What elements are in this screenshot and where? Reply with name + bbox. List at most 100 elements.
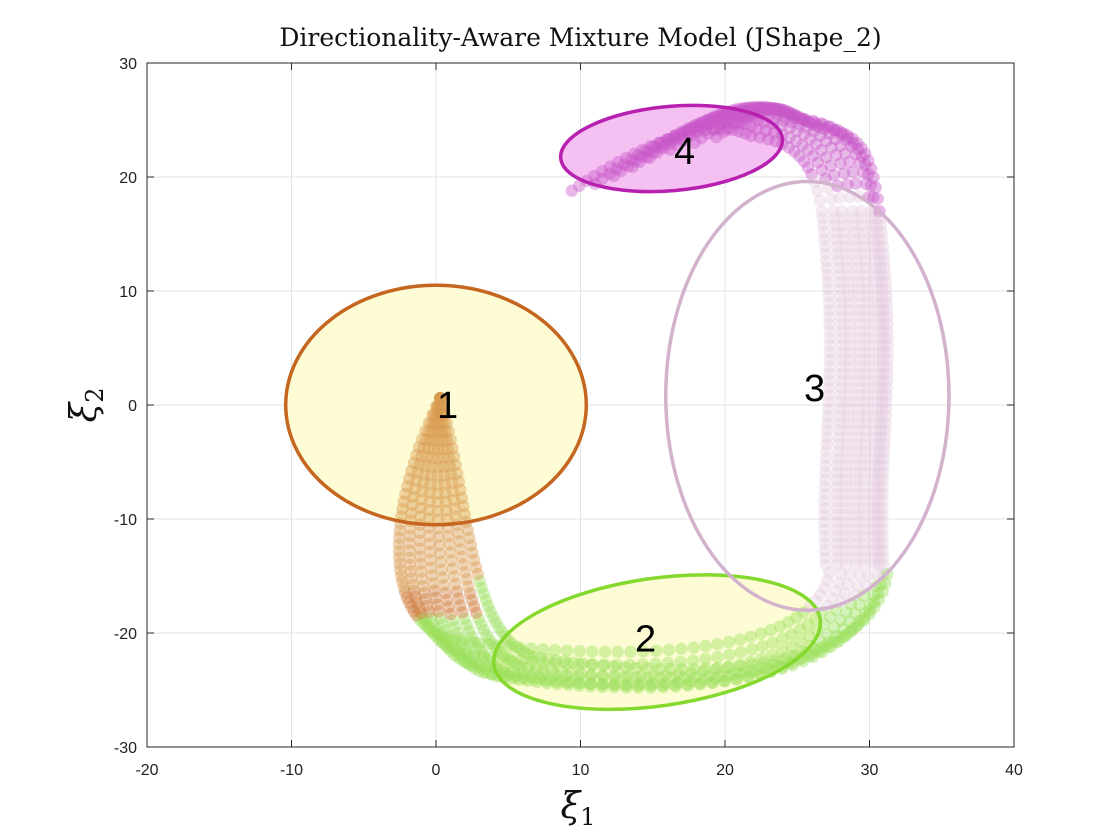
trajectory-point [813, 194, 826, 207]
trajectory-point [659, 669, 673, 682]
trajectory-point [739, 111, 752, 125]
trajectory-point [399, 487, 412, 501]
trajectory-point [842, 131, 855, 144]
trajectory-point [876, 381, 889, 395]
trajectory-point [403, 537, 416, 550]
trajectory-point [862, 325, 875, 338]
cluster-2-outline [491, 573, 823, 712]
trajectory-point [654, 671, 667, 684]
trajectory-point [861, 395, 874, 409]
trajectory-point [846, 132, 859, 145]
y-tick-label: -20 [114, 626, 137, 643]
trajectory-point [431, 443, 445, 456]
trajectory-point [684, 129, 697, 143]
trajectory-point [426, 577, 440, 590]
trajectory-point [876, 374, 889, 387]
trajectory-point [843, 346, 857, 359]
trajectory-point [862, 346, 876, 359]
trajectory-point [745, 120, 758, 133]
trajectory-point [619, 679, 633, 692]
trajectory-point [705, 112, 718, 125]
trajectory-point [661, 656, 675, 670]
trajectory-point [584, 677, 598, 690]
trajectory-point [420, 620, 433, 633]
trajectory-point [876, 544, 890, 557]
trajectory-point [875, 226, 888, 239]
trajectory-point [872, 367, 885, 380]
trajectory-point [509, 671, 522, 684]
trajectory-point [832, 261, 845, 274]
trajectory-point [825, 592, 839, 605]
trajectory-point [611, 155, 625, 169]
ticks: -20 -10 0 10 20 30 40 -30 -20 -10 0 10 20 30 [114, 56, 1023, 779]
trajectory-point [426, 408, 439, 421]
trajectory-point [830, 494, 843, 508]
trajectory-point [470, 606, 483, 619]
trajectory-point [424, 433, 437, 447]
trajectory-point [840, 261, 854, 274]
trajectory-point [880, 395, 893, 409]
trajectory-point [428, 434, 441, 447]
trajectory-point [477, 649, 491, 663]
trajectory-point [509, 669, 522, 682]
trajectory-point [843, 304, 856, 317]
trajectory-point [438, 408, 451, 421]
trajectory-point [869, 181, 882, 194]
trajectory-point [461, 656, 474, 670]
trajectory-point [821, 268, 834, 281]
trajectory-point [708, 110, 721, 124]
cluster-2-fill [493, 574, 821, 710]
trajectory-point [874, 431, 887, 444]
trajectory-point [746, 101, 759, 114]
trajectory-point [853, 374, 866, 387]
trajectory-point [857, 501, 870, 515]
trajectory-point [759, 103, 772, 116]
trajectory-point [702, 127, 715, 140]
trajectory-point [477, 663, 490, 676]
trajectory-point [859, 254, 872, 267]
trajectory-point [620, 681, 633, 694]
trajectory-point [814, 641, 827, 655]
trajectory-point [848, 530, 862, 543]
trajectory-point [660, 137, 673, 150]
trajectory-point [830, 123, 844, 136]
trajectory-point [567, 656, 580, 669]
trajectory-point [767, 105, 780, 119]
trajectory-point [586, 645, 599, 658]
trajectory-point [820, 431, 834, 444]
trajectory-point [839, 551, 852, 564]
trajectory-point [879, 417, 892, 430]
trajectory-point [432, 417, 446, 430]
trajectory-point [404, 565, 417, 578]
trajectory-point [438, 478, 451, 491]
trajectory-point [723, 648, 736, 662]
trajectory-point [643, 679, 657, 692]
trajectory-point [473, 574, 486, 588]
trajectory-point [869, 254, 882, 267]
trajectory-point [422, 442, 435, 455]
trajectory-point [649, 141, 662, 154]
trajectory-point [424, 553, 437, 567]
trajectory-point [460, 656, 474, 669]
trajectory-point [461, 523, 474, 537]
trajectory-point [586, 658, 599, 671]
trajectory-point [635, 150, 649, 163]
trajectory-point [718, 674, 732, 688]
trajectory-point [706, 112, 719, 125]
trajectory-point [563, 675, 576, 688]
trajectory-point [835, 630, 849, 644]
trajectory-point [637, 645, 650, 658]
trajectory-point [436, 571, 450, 584]
trajectory-point [876, 318, 890, 331]
trajectory-point [753, 101, 766, 115]
trajectory-point [413, 550, 427, 563]
trajectory-point [840, 628, 853, 641]
trajectory-point [820, 438, 833, 451]
trajectory-point [818, 487, 832, 501]
trajectory-point [434, 547, 447, 560]
trajectory-point [448, 644, 462, 657]
trajectory-point [572, 676, 585, 690]
trajectory-point [456, 637, 469, 651]
trajectory-point [412, 601, 426, 615]
trajectory-point [834, 381, 847, 395]
